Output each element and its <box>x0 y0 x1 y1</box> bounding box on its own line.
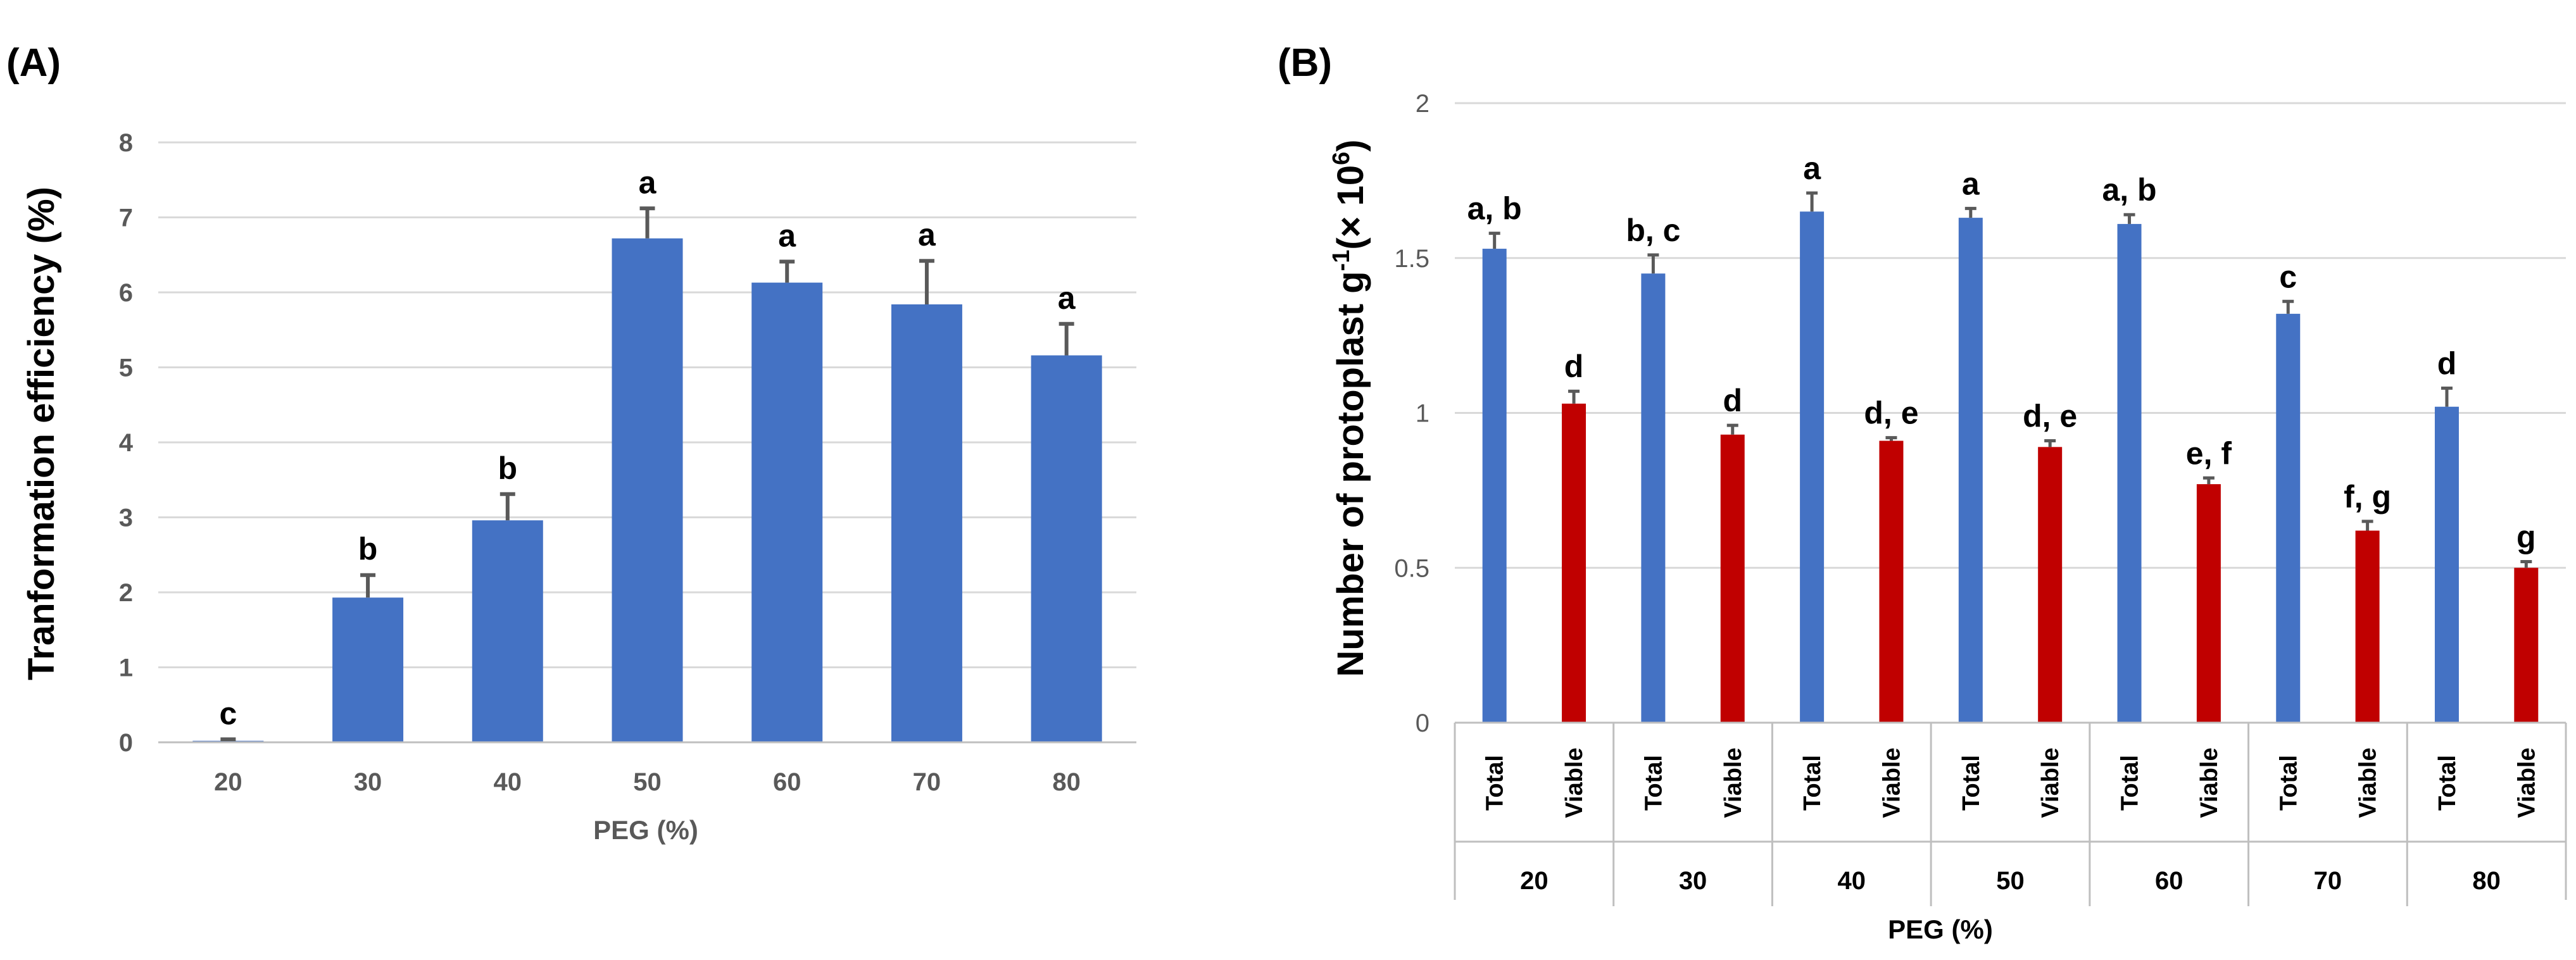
chart-a-xlabel: PEG (%) <box>593 815 698 845</box>
group-label-b-60: 60 <box>2155 867 2183 895</box>
xtick-b-total-60: Total <box>2117 755 2144 811</box>
bar-b-viable-50 <box>2038 447 2063 723</box>
bar-b-total-40 <box>1800 211 1825 723</box>
xtick-b-viable-30: Viable <box>1720 747 1747 818</box>
chart-b-ytick: 1 <box>1416 400 1429 428</box>
bar-a-40 <box>472 520 543 742</box>
xtick-a-80: 80 <box>1052 768 1081 796</box>
sig-label-b-viable-60: e, f <box>2186 435 2232 471</box>
xtick-a-50: 50 <box>633 768 662 796</box>
bar-b-viable-40 <box>1879 440 1904 723</box>
sig-label-b-total-80: d <box>2437 346 2457 381</box>
xtick-b-viable-20: Viable <box>1561 747 1588 818</box>
chart-b-ytick: 0.5 <box>1394 554 1429 582</box>
panel-label-a: (A) <box>6 41 61 85</box>
chart-a-ytick: 2 <box>119 579 133 607</box>
group-label-b-70: 70 <box>2314 867 2342 895</box>
sig-label-b-total-60: a, b <box>2102 172 2156 208</box>
sig-label-a-80: a <box>1058 280 1076 316</box>
bar-b-total-70 <box>2276 313 2301 723</box>
bar-b-total-50 <box>1958 218 1983 723</box>
chart-a-ytick: 3 <box>119 504 133 532</box>
bar-b-viable-30 <box>1720 434 1745 723</box>
bar-b-viable-70 <box>2355 530 2380 723</box>
sig-label-a-60: a <box>778 218 796 253</box>
bar-a-50 <box>612 238 683 742</box>
group-label-b-40: 40 <box>1838 867 1866 895</box>
chart-a: (A) Tranformation efficiency (%) PEG (%)… <box>6 41 1136 845</box>
bar-a-70 <box>891 304 962 743</box>
xtick-a-20: 20 <box>214 768 242 796</box>
panel-label-b: (B) <box>1278 41 1332 85</box>
xtick-b-viable-70: Viable <box>2355 747 2382 818</box>
bar-b-viable-20 <box>1562 403 1586 723</box>
bar-b-total-20 <box>1482 249 1507 723</box>
sig-label-b-total-20: a, b <box>1467 191 1522 227</box>
xtick-b-total-40: Total <box>1799 755 1826 811</box>
bar-b-viable-60 <box>2196 484 2221 723</box>
chart-a-ytick: 1 <box>119 654 133 682</box>
chart-b-ytick: 2 <box>1416 90 1429 118</box>
bar-a-30 <box>332 597 404 742</box>
sig-label-b-total-40: a <box>1803 151 1821 186</box>
group-label-b-50: 50 <box>1996 867 2025 895</box>
chart-a-ytick: 0 <box>119 729 133 757</box>
sig-label-a-20: c <box>219 695 237 731</box>
sig-label-a-40: b <box>498 451 518 486</box>
xtick-a-70: 70 <box>913 768 941 796</box>
chart-b: (B) Number of protoplast g-1(× 106) PEG … <box>1278 41 2567 944</box>
xtick-b-total-70: Total <box>2275 755 2302 811</box>
sig-label-b-total-50: a <box>1962 166 1980 201</box>
sig-label-a-50: a <box>639 165 657 200</box>
xtick-a-40: 40 <box>494 768 522 796</box>
xtick-b-viable-80: Viable <box>2513 747 2540 818</box>
sig-label-b-viable-40: d, e <box>1864 396 1918 431</box>
bar-a-60 <box>751 282 823 743</box>
chart-b-ytick: 0 <box>1416 709 1429 737</box>
bar-b-viable-80 <box>2514 568 2539 723</box>
xtick-b-total-20: Total <box>1482 755 1509 811</box>
sig-label-b-viable-20: d <box>1564 349 1584 384</box>
chart-a-ytick: 6 <box>119 279 133 307</box>
group-label-b-30: 30 <box>1679 867 1707 895</box>
sig-label-a-30: b <box>358 532 378 567</box>
xtick-a-30: 30 <box>354 768 382 796</box>
bar-b-total-60 <box>2117 223 2142 723</box>
sig-label-b-viable-30: d <box>1723 383 1742 418</box>
chart-a-ytick: 8 <box>119 129 133 157</box>
sig-label-b-viable-70: f, g <box>2344 479 2391 514</box>
group-label-b-20: 20 <box>1520 867 1549 895</box>
sig-label-b-viable-80: g <box>2516 519 2536 554</box>
chart-a-ylabel: Tranformation efficiency (%) <box>21 187 62 680</box>
chart-b-ytick: 1.5 <box>1394 245 1429 273</box>
xtick-b-total-30: Total <box>1640 755 1667 811</box>
xtick-b-viable-60: Viable <box>2196 747 2223 818</box>
bar-b-total-80 <box>2434 406 2459 723</box>
chart-b-ylabel: Number of protoplast g-1(× 106) <box>1328 139 1371 676</box>
chart-a-ytick: 7 <box>119 204 133 232</box>
chart-b-xlabel: PEG (%) <box>1888 914 1993 944</box>
xtick-b-viable-40: Viable <box>1878 747 1905 818</box>
sig-label-a-70: a <box>918 217 936 252</box>
xtick-b-viable-50: Viable <box>2037 747 2064 818</box>
xtick-b-total-80: Total <box>2434 755 2461 811</box>
chart-a-ytick: 5 <box>119 354 133 382</box>
bar-a-80 <box>1031 355 1102 742</box>
xtick-a-60: 60 <box>773 768 801 796</box>
sig-label-b-total-70: c <box>2279 259 2297 294</box>
sig-label-b-total-30: b, c <box>1626 213 1680 248</box>
bar-b-total-30 <box>1641 273 1666 723</box>
chart-a-ytick: 4 <box>119 429 134 457</box>
xtick-b-total-50: Total <box>1958 755 1985 811</box>
sig-label-b-viable-50: d, e <box>2023 399 2077 434</box>
group-label-b-80: 80 <box>2472 867 2501 895</box>
